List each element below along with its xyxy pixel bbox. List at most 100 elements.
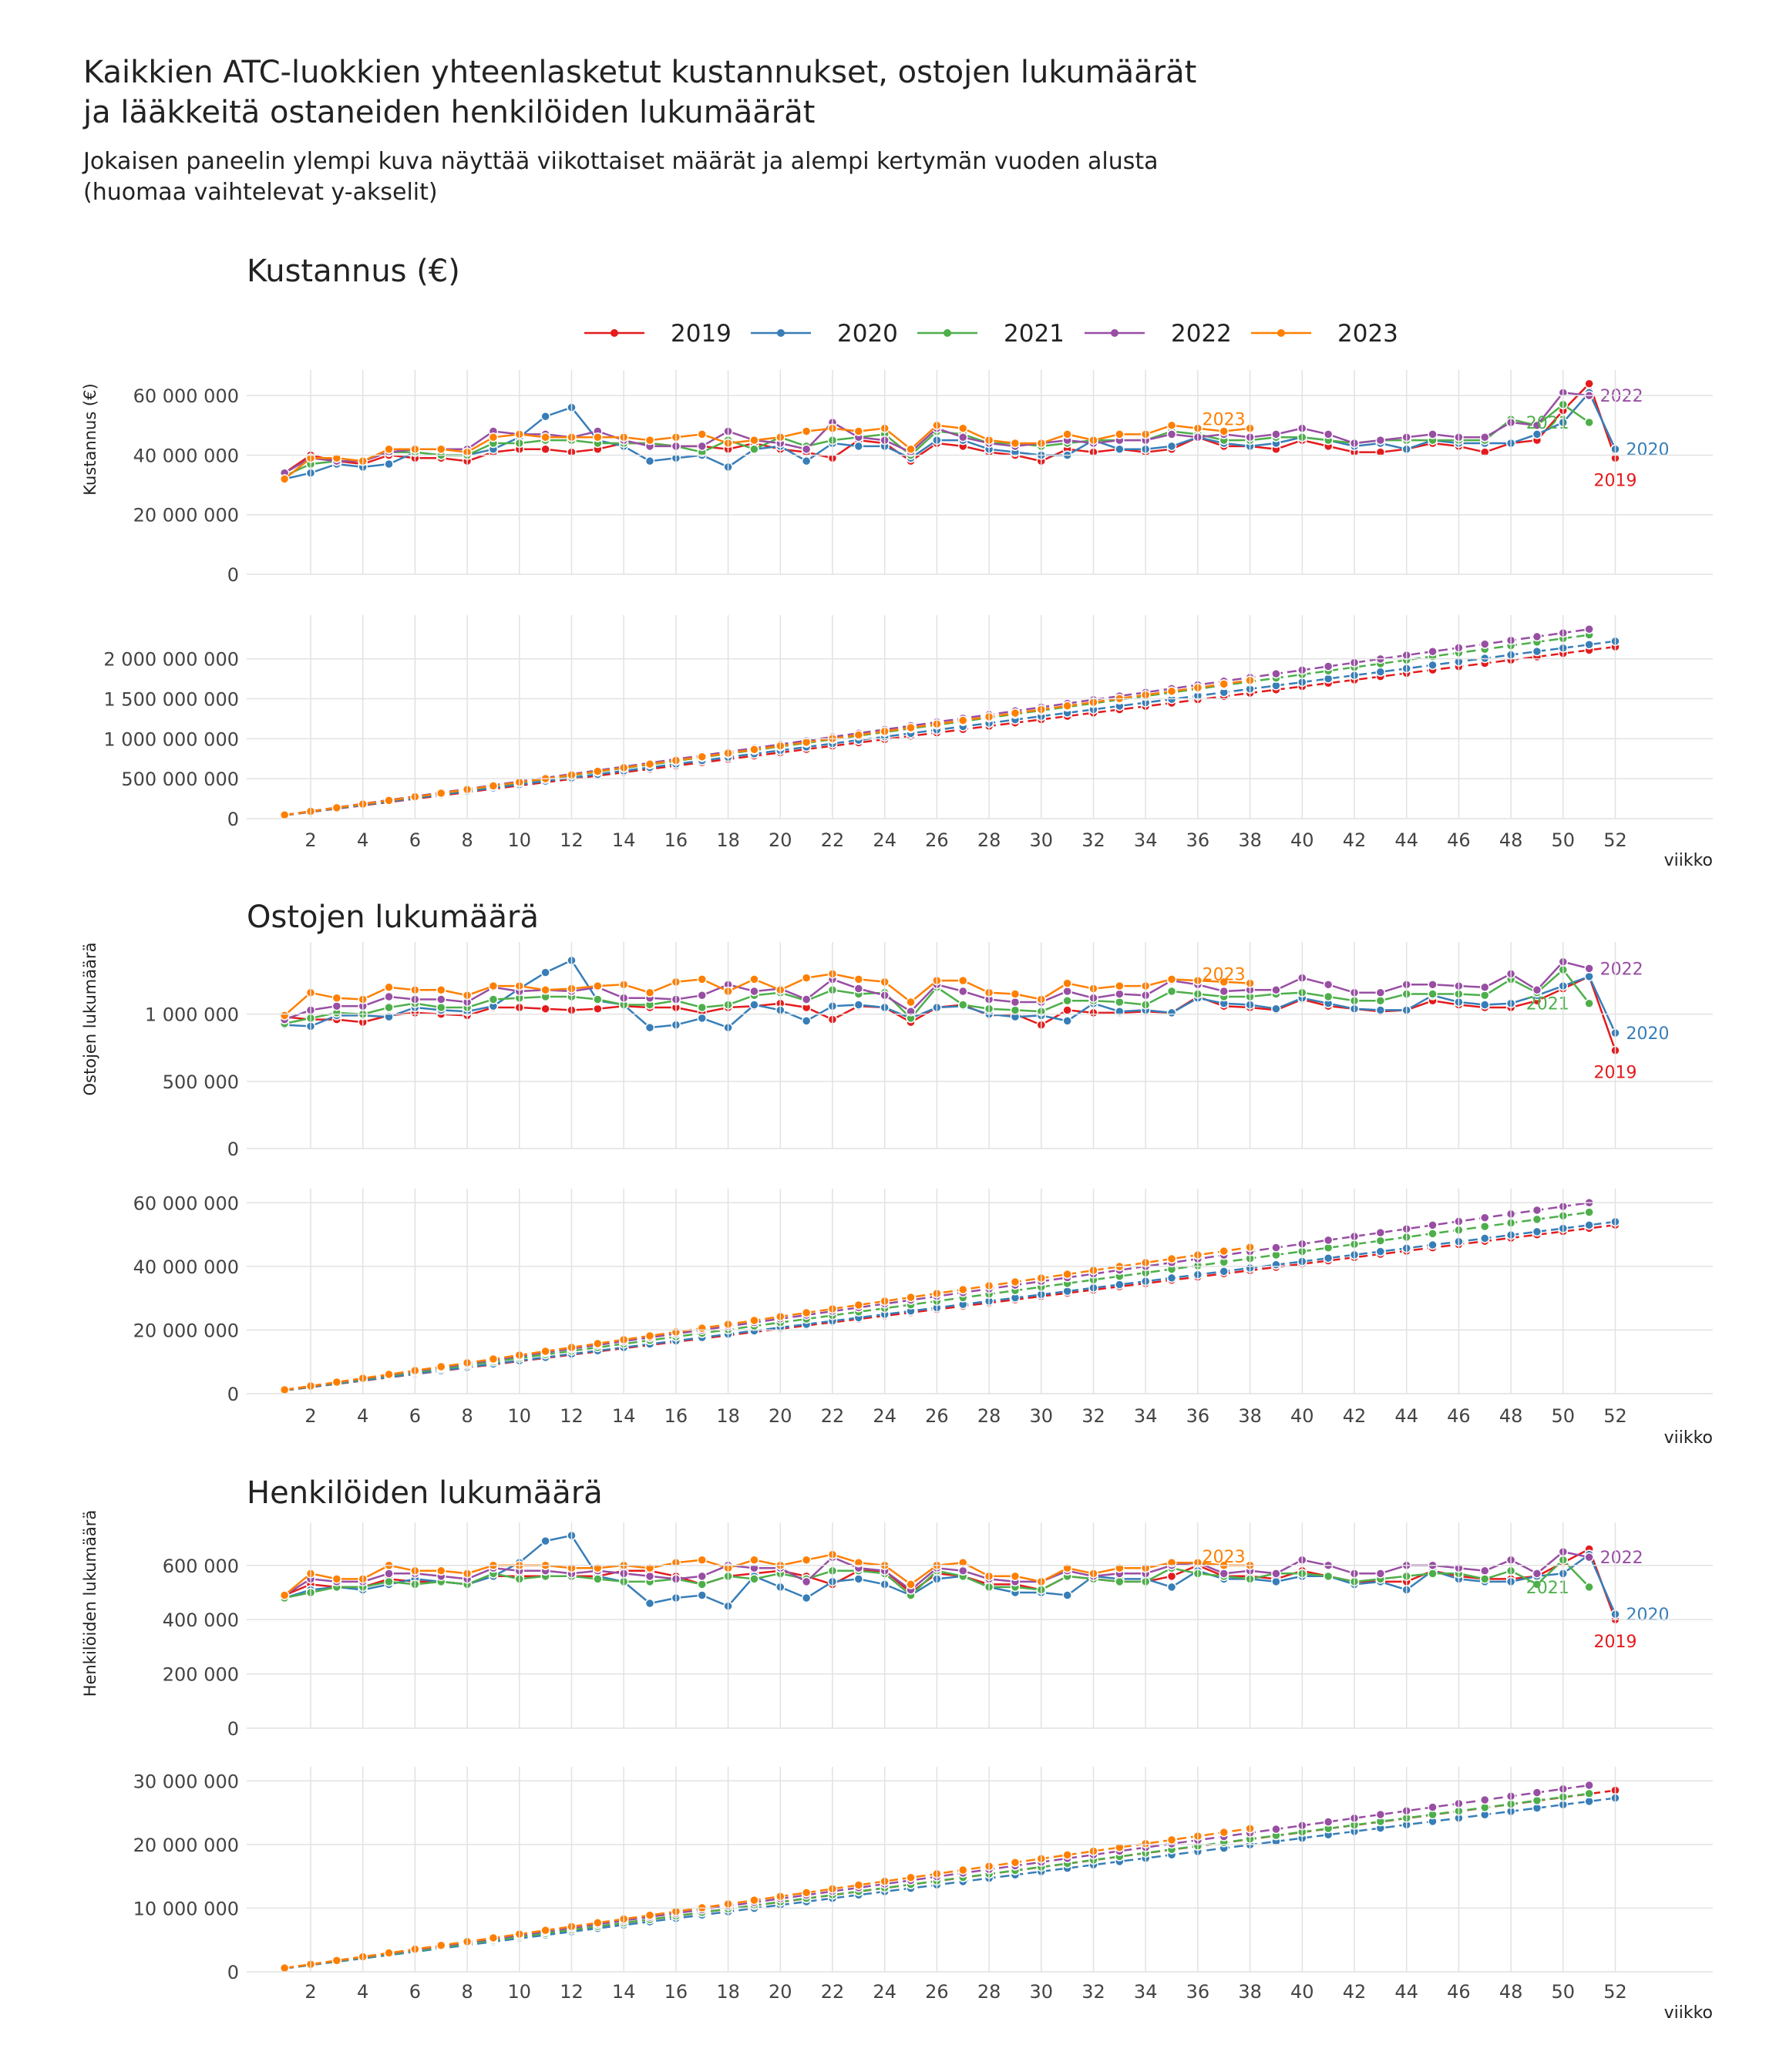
data-point <box>906 444 916 454</box>
data-point <box>749 444 759 454</box>
data-point <box>488 1932 499 1943</box>
weekly-series-2023 <box>284 424 1250 480</box>
data-point <box>1010 997 1021 1007</box>
data-point <box>540 411 550 422</box>
data-point <box>644 1563 655 1573</box>
y-axis-label: Kustannus (€) <box>81 383 99 495</box>
data-point <box>853 1880 864 1890</box>
data-point <box>1271 985 1281 995</box>
data-point <box>1428 1229 1438 1239</box>
data-point <box>1166 441 1177 452</box>
data-point <box>749 986 759 997</box>
data-point <box>644 1330 655 1341</box>
legend-marker <box>610 329 618 337</box>
cumulative-plot <box>279 1198 1620 1396</box>
data-point <box>1480 1574 1490 1584</box>
data-point <box>1428 989 1438 999</box>
x-tick-label: 40 <box>1290 1405 1314 1427</box>
data-point <box>384 1576 394 1587</box>
data-point <box>853 1557 864 1568</box>
legend-label: 2019 <box>671 320 732 348</box>
data-point <box>1271 1243 1281 1253</box>
x-tick-label: 46 <box>1447 1981 1471 2003</box>
data-point <box>279 1963 290 1973</box>
data-point <box>331 993 342 1004</box>
data-point <box>1480 982 1490 993</box>
x-tick-label: 18 <box>716 1405 740 1427</box>
data-point <box>1271 1569 1281 1579</box>
data-point <box>1062 1563 1072 1573</box>
y-tick-label: 0 <box>227 1384 239 1405</box>
y-tick-label: 20 000 000 <box>133 1320 239 1341</box>
x-tick-label: 32 <box>1081 1405 1105 1427</box>
data-point <box>593 1563 603 1573</box>
data-point <box>801 444 812 454</box>
x-tick-label: 2 <box>304 1405 316 1427</box>
data-point <box>1323 1571 1334 1582</box>
data-point <box>1480 991 1490 1001</box>
data-point <box>1115 429 1125 439</box>
cumulative-axes: 0 10 000 000 20 000 000 30 000 000 <box>133 1767 1713 1983</box>
weekly-series-2019 <box>284 382 1616 474</box>
data-point <box>1480 1566 1490 1576</box>
data-point <box>801 1555 812 1565</box>
data-point <box>958 1865 968 1875</box>
y-tick-label: 2 000 000 000 <box>103 649 239 671</box>
data-point <box>279 474 290 484</box>
data-point <box>1062 978 1072 988</box>
data-point <box>1166 1571 1177 1582</box>
data-point <box>540 1536 550 1546</box>
data-point <box>1219 986 1229 997</box>
legend-item-2021: 2021 <box>917 320 1065 348</box>
x-tick-label: 42 <box>1343 829 1367 851</box>
data-point <box>1532 1205 1542 1216</box>
data-point <box>958 423 968 433</box>
x-tick-label: 50 <box>1552 1405 1576 1427</box>
data-point <box>1584 1796 1594 1807</box>
data-point <box>593 1338 603 1349</box>
weekly-axes: 0 20 000 000 40 000 000 60 000 000 <box>133 370 1713 586</box>
x-tick-label: 12 <box>560 829 584 851</box>
data-point <box>1480 639 1490 649</box>
data-point <box>1375 435 1386 446</box>
legend-marker <box>1277 329 1285 337</box>
x-tick-label: 52 <box>1603 1981 1627 2003</box>
data-point <box>1271 1824 1281 1835</box>
x-tick-label: 46 <box>1447 829 1471 851</box>
x-tick-label: 6 <box>409 829 421 851</box>
panel-title-purchases: Ostojen lukumäärä <box>247 900 539 935</box>
data-point <box>1584 1788 1594 1799</box>
panel-3: Henkilöiden lukumäärä Henkilöiden lukumää… <box>81 1475 1713 2023</box>
x-tick-label: 52 <box>1603 829 1627 851</box>
data-point <box>644 758 655 769</box>
data-point <box>540 967 550 977</box>
x-tick-label: 50 <box>1552 1981 1576 2003</box>
y-tick-label: 0 <box>227 809 239 830</box>
data-point <box>749 1574 759 1584</box>
data-point <box>331 453 342 463</box>
end-label-2023: 2023 <box>1202 1548 1246 1567</box>
cumulative-plot <box>279 1780 1620 1973</box>
data-point <box>593 432 603 442</box>
data-point <box>1115 1563 1125 1573</box>
data-point <box>958 975 968 986</box>
data-point <box>1584 378 1594 388</box>
x-tick-label: 18 <box>716 829 740 851</box>
data-point <box>488 994 499 1004</box>
x-tick-label: 52 <box>1603 1405 1627 1427</box>
data-point <box>1115 1576 1125 1587</box>
data-point <box>540 1346 550 1357</box>
data-point <box>1532 1569 1542 1579</box>
data-point <box>279 810 290 820</box>
data-point <box>1532 420 1542 431</box>
data-point <box>1323 980 1334 990</box>
data-point <box>801 1888 812 1898</box>
data-point <box>906 997 916 1007</box>
data-point <box>1010 1857 1021 1868</box>
data-point <box>697 752 707 762</box>
data-point <box>749 435 759 446</box>
data-point <box>958 1000 968 1010</box>
data-point <box>1010 1571 1021 1582</box>
